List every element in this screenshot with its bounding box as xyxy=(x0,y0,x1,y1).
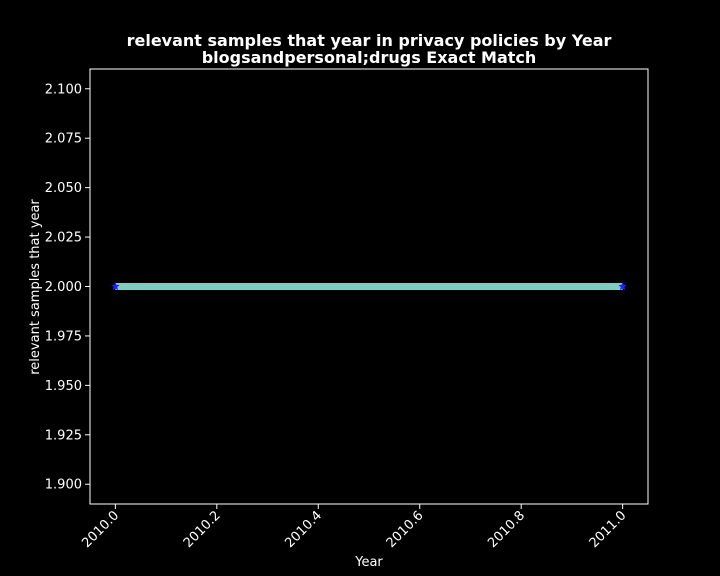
y-tick-label: 2.100 xyxy=(45,82,82,97)
y-axis-label: relevant samples that year xyxy=(28,199,43,375)
y-tick-label: 1.975 xyxy=(45,329,82,344)
plot-area: 2010.0 2010.2 2010.4 2010.6 2010.8 2011.0 1.90… xyxy=(45,68,649,551)
x-tick-label: 2011.0 xyxy=(587,508,630,551)
x-tick-label: 2010.4 xyxy=(282,508,325,551)
y-tick-label: 2.025 xyxy=(45,231,82,246)
x-axis-label: Year xyxy=(354,555,383,570)
chart-title: relevant samples that year in privacy po… xyxy=(127,31,612,50)
y-tick-label: 2.000 xyxy=(45,280,82,295)
data-point xyxy=(110,281,120,291)
x-tick-label: 2010.8 xyxy=(485,508,528,551)
x-tick-label: 2010.6 xyxy=(384,508,427,551)
y-tick-label: 1.950 xyxy=(45,379,82,394)
data-point xyxy=(618,281,628,291)
y-tick-label: 1.900 xyxy=(45,478,82,493)
chart-subtitle: blogsandpersonal;drugs Exact Match xyxy=(202,48,537,67)
y-tick-label: 2.075 xyxy=(45,132,82,147)
y-tick-label: 1.925 xyxy=(45,428,82,443)
x-tick-label: 2010.2 xyxy=(181,508,224,551)
y-tick-label: 2.050 xyxy=(45,181,82,196)
x-tick-label: 2010.0 xyxy=(79,508,122,551)
